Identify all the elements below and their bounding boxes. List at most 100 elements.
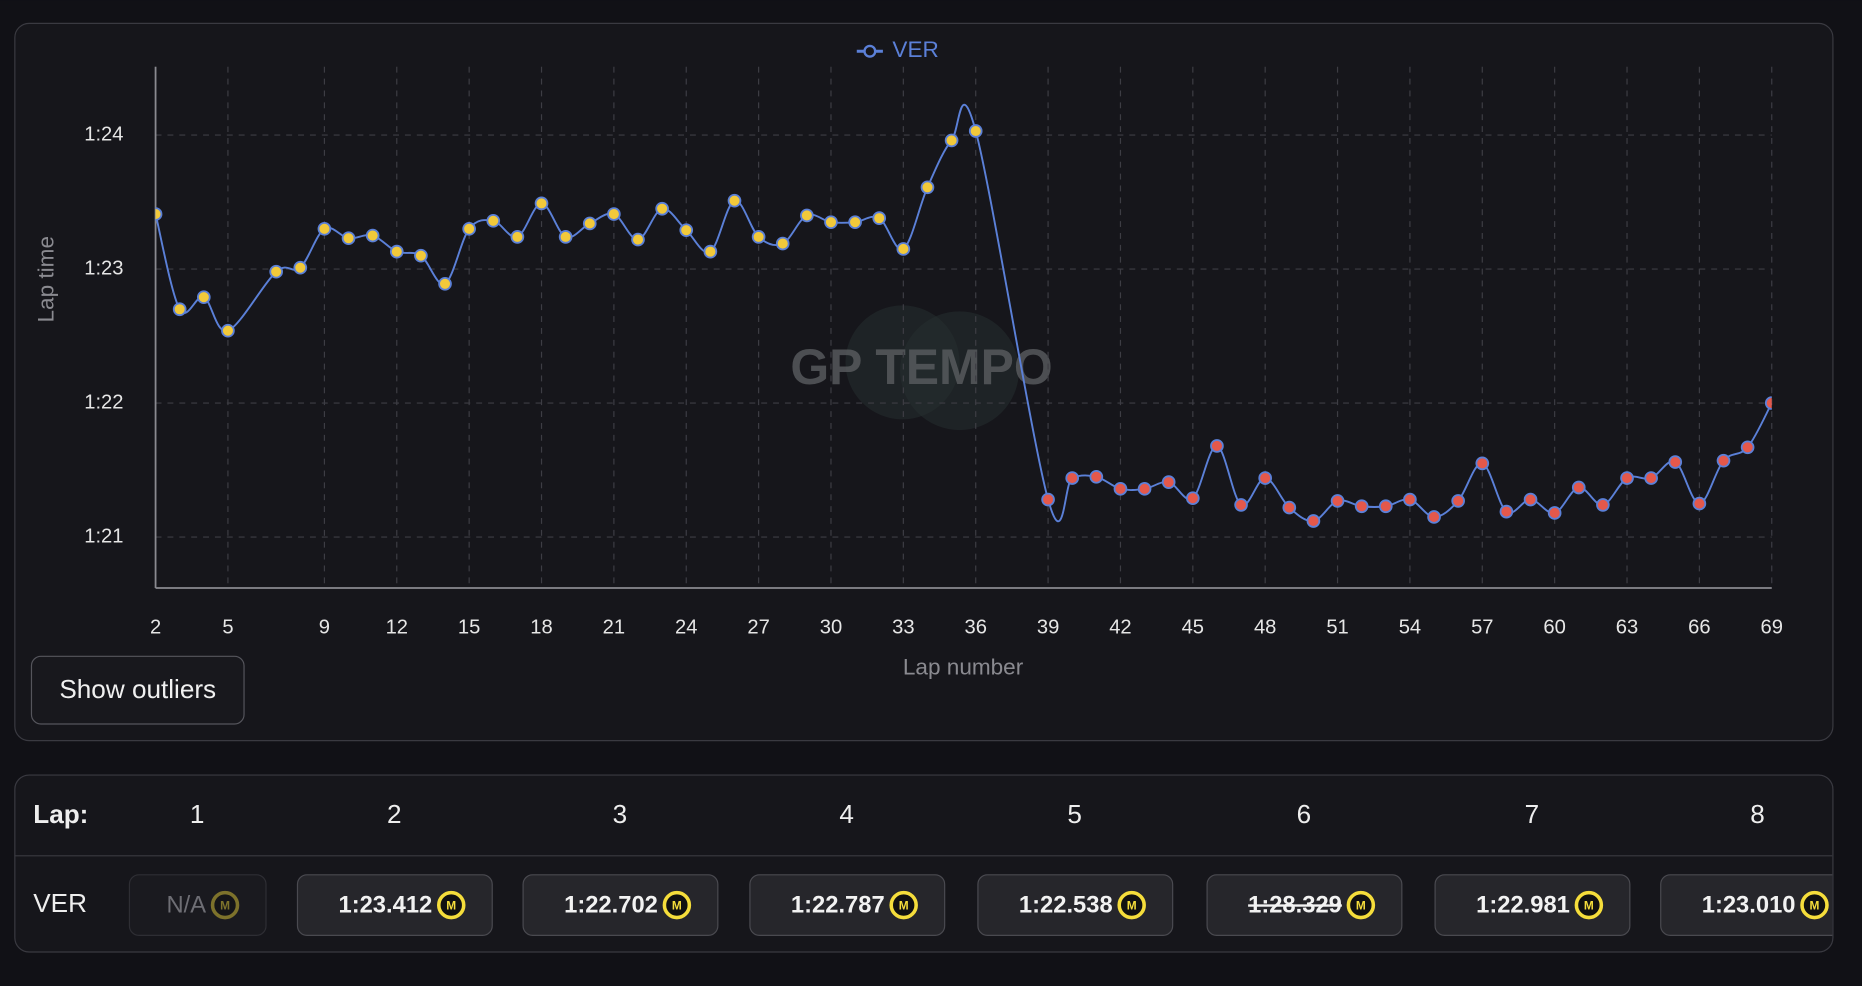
point <box>1499 504 1514 519</box>
point <box>631 232 645 247</box>
x-tick-label: 36 <box>964 617 986 639</box>
lap-time: 1:22.702 <box>564 892 658 919</box>
x-tick-label: 2 <box>150 617 161 639</box>
lap-header: 1 <box>190 799 205 829</box>
point <box>1692 496 1707 511</box>
lap-time-cell <box>977 874 1174 936</box>
driver-label: VER <box>33 888 87 918</box>
x-tick-label: 33 <box>892 617 914 639</box>
y-tick-label: 1:23 <box>84 257 123 279</box>
lap-header: 5 <box>1067 799 1082 829</box>
x-tick-label: 45 <box>1182 617 1204 639</box>
x-tick-label: 30 <box>820 617 842 639</box>
lap-header: 6 <box>1297 799 1312 829</box>
y-tick-label: 1:24 <box>84 123 123 145</box>
x-axis-title: Lap number <box>903 655 1024 680</box>
chart: 2 5 9 12 15 18 21 24 27 30 33 36 39 42 45 48 51 54 57 60 63 6… <box>84 37 1783 639</box>
tyre-icon: M <box>1574 890 1604 920</box>
tyre-letter: M <box>672 898 682 912</box>
x-tick-label: 51 <box>1326 617 1348 639</box>
point <box>1571 480 1586 495</box>
point <box>1620 471 1634 485</box>
point <box>1716 453 1731 468</box>
point <box>1740 440 1755 455</box>
x-tick-label: 57 <box>1471 617 1493 639</box>
point <box>1041 492 1055 507</box>
point <box>1234 498 1248 512</box>
point <box>872 211 887 225</box>
lap-time: 1:23.412 <box>338 892 432 919</box>
lap-time: 1:22.538 <box>1019 892 1113 919</box>
point <box>1475 456 1490 471</box>
point <box>1644 471 1658 485</box>
point <box>1764 396 1772 410</box>
x-tick-label: 12 <box>386 617 408 639</box>
point <box>510 230 525 244</box>
x-tick-label: 42 <box>1109 617 1131 639</box>
x-tick-label: 24 <box>675 617 697 639</box>
point <box>1451 494 1465 508</box>
point <box>486 213 501 228</box>
x-tick-label: 66 <box>1688 617 1710 639</box>
tyre-letter: M <box>220 898 230 912</box>
lap-time-cell <box>128 874 267 936</box>
tyre-letter: M <box>1584 898 1594 912</box>
tyre-letter: M <box>899 898 909 912</box>
point <box>1306 514 1321 528</box>
tyre-icon: M <box>889 890 918 920</box>
point <box>800 208 814 223</box>
point <box>1089 469 1104 484</box>
lap-header: 8 <box>1750 799 1765 829</box>
x-tick-label: 9 <box>319 617 330 639</box>
point <box>727 193 742 208</box>
x-tick-label: 69 <box>1761 617 1783 639</box>
button[interactable]: Show outliers <box>30 655 245 725</box>
tyre-ring <box>889 890 918 920</box>
point <box>1668 455 1683 469</box>
lap-time-cell <box>749 874 946 936</box>
point <box>365 228 380 243</box>
watermark: GP TEMPO <box>790 305 1053 431</box>
button-frame[interactable] <box>30 655 245 725</box>
tyre-ring <box>662 890 692 920</box>
x-tick-label: 15 <box>458 617 480 639</box>
point <box>293 260 308 275</box>
lap-header: 3 <box>613 799 628 829</box>
tyre-letter: M <box>1356 898 1366 912</box>
x-tick-label: 21 <box>603 617 625 639</box>
point <box>155 207 163 221</box>
point <box>341 231 356 246</box>
point <box>1354 499 1369 514</box>
tyre-letter: M <box>1810 898 1820 912</box>
point <box>558 230 573 244</box>
point <box>1161 475 1176 489</box>
point <box>1113 482 1128 496</box>
tyre-icon: M <box>210 890 240 920</box>
point <box>848 215 862 229</box>
point <box>269 264 284 279</box>
legend-marker <box>863 44 877 58</box>
lap-time-cell <box>1434 874 1631 936</box>
point <box>775 236 790 251</box>
point <box>1137 482 1152 496</box>
point <box>1282 500 1297 515</box>
point <box>1427 510 1441 524</box>
point <box>1065 471 1080 485</box>
point <box>389 244 404 259</box>
point <box>944 133 959 148</box>
point <box>1547 506 1562 520</box>
x-tick-label: 48 <box>1254 617 1276 639</box>
tyre-icon: M <box>662 890 692 920</box>
tyre-ring <box>1346 890 1376 920</box>
x-tick-label: 39 <box>1037 617 1059 639</box>
point <box>438 276 452 291</box>
tyre-icon: M <box>437 890 466 920</box>
lap-time: N/A <box>166 892 206 919</box>
lap-time-cell <box>522 874 719 936</box>
lap-header: 7 <box>1525 799 1540 829</box>
button-label[interactable]: Show outliers <box>59 674 216 704</box>
point <box>1258 471 1273 485</box>
lap-time: 1:23.010 <box>1702 892 1796 919</box>
tyre-ring <box>1800 890 1829 920</box>
point <box>1210 439 1224 453</box>
